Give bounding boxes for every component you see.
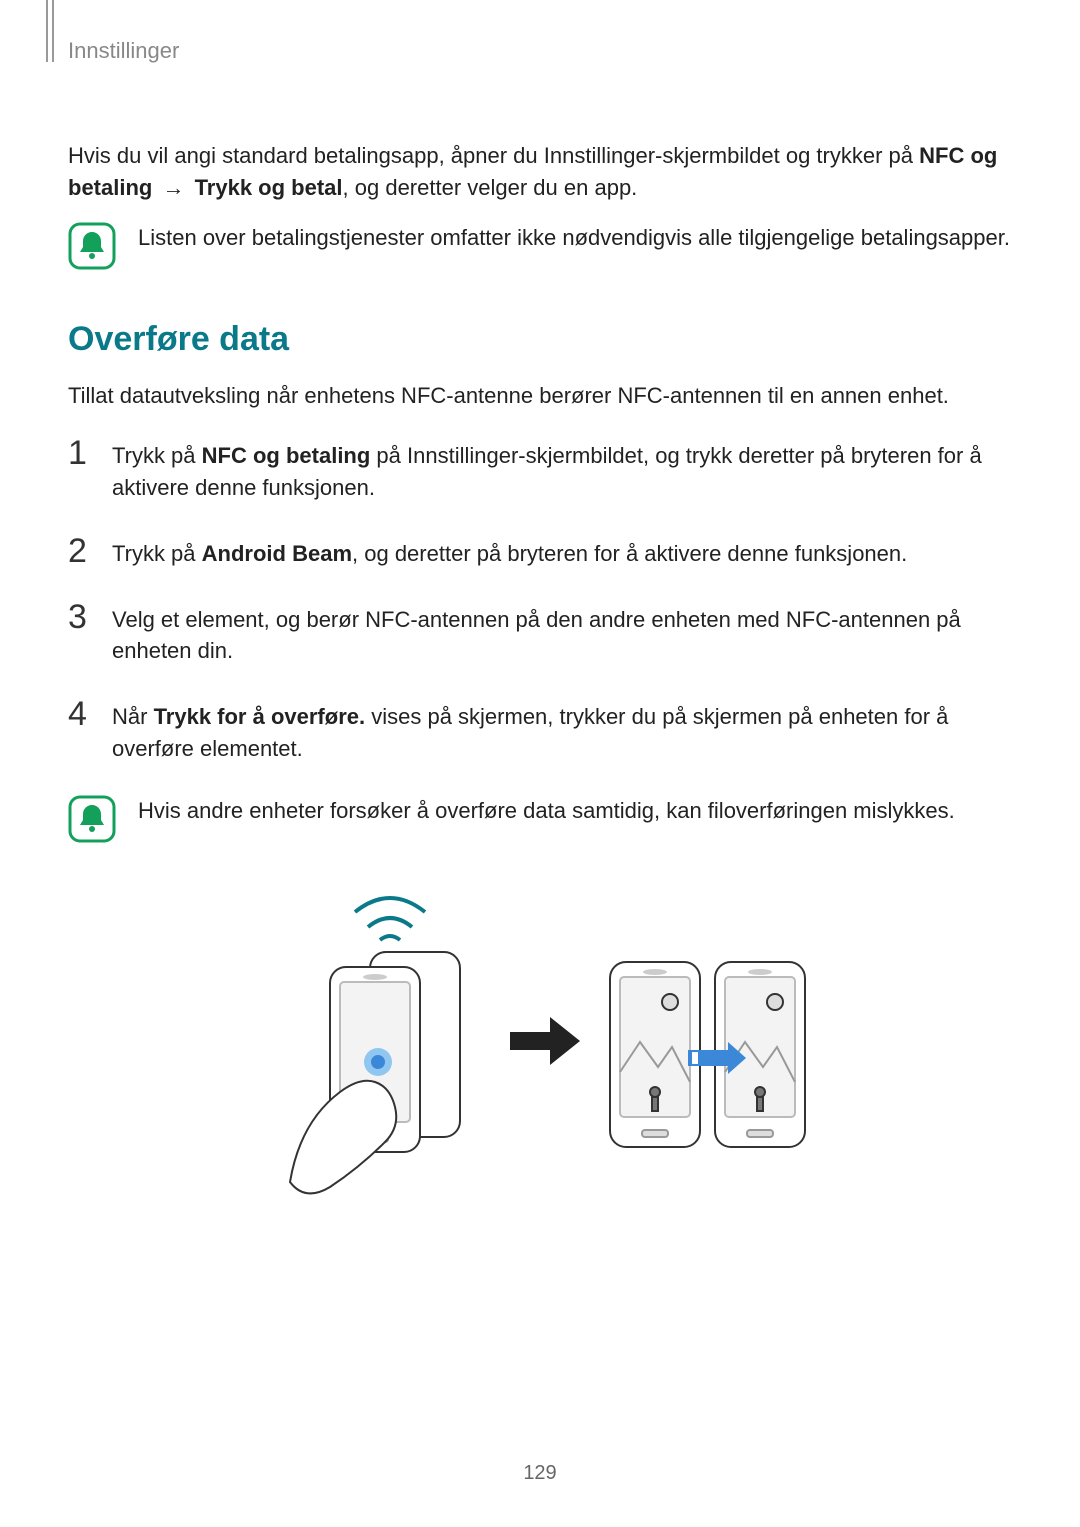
step-1: Trykk på NFC og betaling på Innstillinge… (68, 436, 1012, 504)
section-intro: Tillat datautveksling når enhetens NFC-a… (68, 380, 1012, 412)
bell-note-icon (68, 795, 116, 852)
page-content: Hvis du vil angi standard betalingsapp, … (68, 140, 1012, 1202)
note-1: Listen over betalingstjenester omfatter … (68, 222, 1012, 279)
step-1-pre: Trykk på (112, 443, 202, 468)
steps-list: Trykk på NFC og betaling på Innstillinge… (68, 436, 1012, 765)
intro-post: , og deretter velger du en app. (343, 175, 638, 200)
step-2-pre: Trykk på (112, 541, 202, 566)
step-1-bold: NFC og betaling (202, 443, 371, 468)
intro-arrow: → (156, 175, 190, 200)
step-4-bold: Trykk for å overføre. (154, 704, 366, 729)
step-3-pre: Velg et element, og berør NFC-antennen p… (112, 607, 961, 664)
step-4-pre: Når (112, 704, 154, 729)
step-2-bold: Android Beam (202, 541, 352, 566)
intro-pre: Hvis du vil angi standard betalingsapp, … (68, 143, 919, 168)
bell-note-icon (68, 222, 116, 279)
nfc-illustration (68, 882, 1012, 1202)
header-tab-marker (46, 0, 54, 62)
step-4: Når Trykk for å overføre. vises på skjer… (68, 697, 1012, 765)
page-number: 129 (0, 1462, 1080, 1485)
note-2-text: Hvis andre enheter forsøker å overføre d… (138, 795, 1012, 827)
note-1-text: Listen over betalingstjenester omfatter … (138, 222, 1012, 254)
step-2-post: , og deretter på bryteren for å aktivere… (352, 541, 907, 566)
header-breadcrumb: Innstillinger (68, 38, 179, 64)
section-heading: Overføre data (68, 315, 1012, 364)
page: Innstillinger Hvis du vil angi standard … (0, 0, 1080, 1527)
step-3: Velg et element, og berør NFC-antennen p… (68, 600, 1012, 668)
intro-bold-2: Trykk og betal (195, 175, 343, 200)
note-2: Hvis andre enheter forsøker å overføre d… (68, 795, 1012, 852)
step-2: Trykk på Android Beam, og deretter på br… (68, 534, 1012, 570)
intro-paragraph: Hvis du vil angi standard betalingsapp, … (68, 140, 1012, 204)
